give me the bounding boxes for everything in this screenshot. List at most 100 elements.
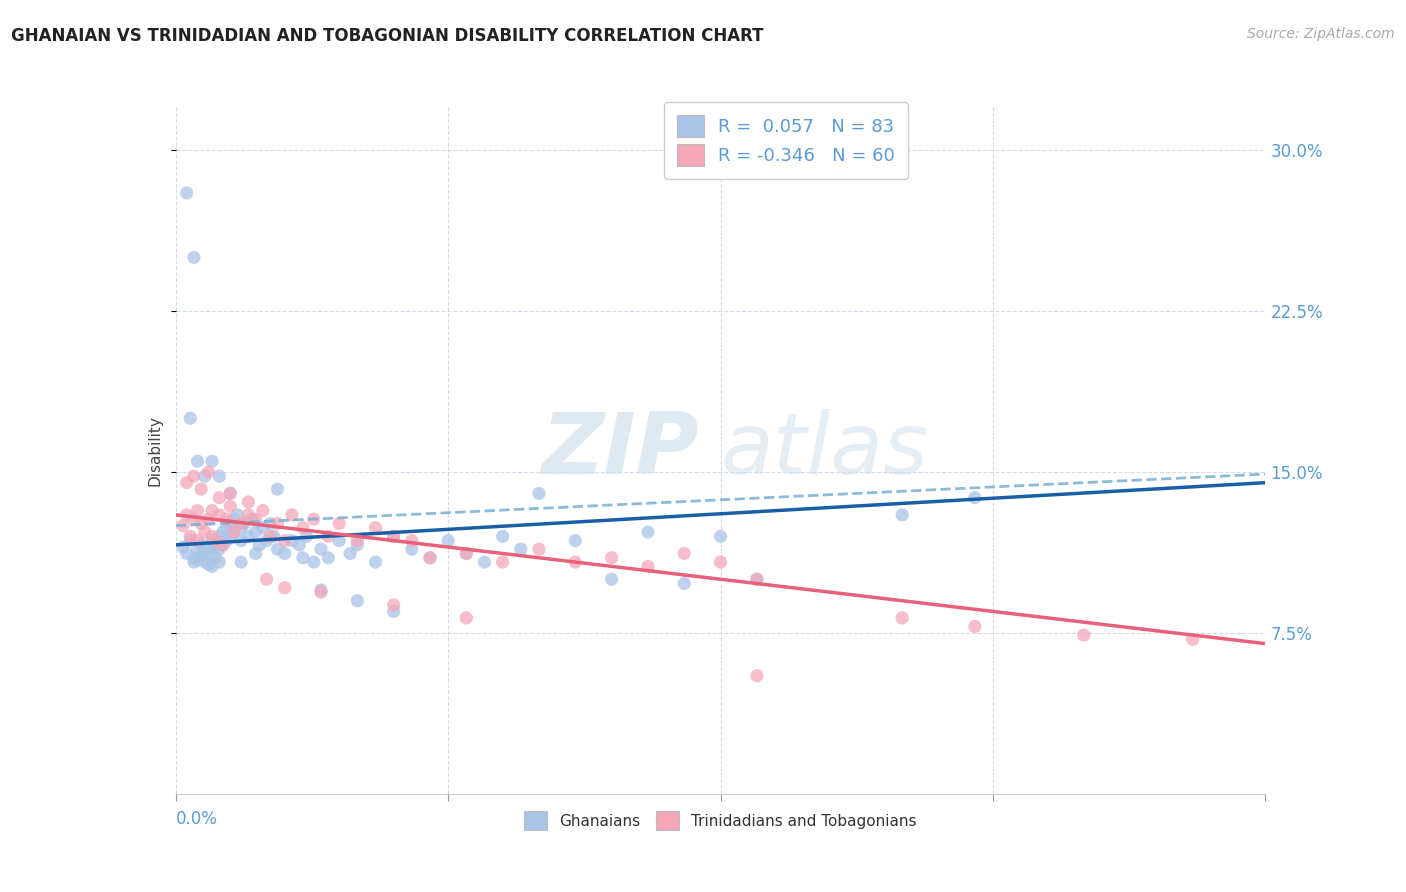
Point bbox=[238, 529, 260, 543]
Point bbox=[233, 516, 256, 531]
Point bbox=[259, 529, 281, 543]
Point bbox=[256, 533, 278, 548]
Point bbox=[564, 533, 586, 548]
Point bbox=[252, 503, 274, 517]
Text: atlas: atlas bbox=[721, 409, 928, 492]
Point bbox=[176, 475, 198, 490]
Point bbox=[194, 524, 217, 539]
Point bbox=[247, 538, 270, 552]
Point bbox=[527, 542, 550, 557]
Point bbox=[197, 558, 219, 572]
Point bbox=[194, 469, 217, 483]
Point bbox=[179, 411, 201, 425]
Point bbox=[226, 508, 249, 522]
Point bbox=[302, 512, 325, 526]
Point bbox=[219, 500, 242, 514]
Point bbox=[339, 546, 361, 561]
Point bbox=[208, 529, 231, 543]
Point bbox=[509, 542, 531, 557]
Point bbox=[204, 538, 226, 552]
Point bbox=[256, 572, 278, 586]
Point bbox=[295, 529, 318, 543]
Point bbox=[637, 559, 659, 574]
Point bbox=[302, 555, 325, 569]
Point bbox=[186, 503, 209, 517]
Point bbox=[212, 538, 235, 552]
Point bbox=[201, 529, 224, 543]
Point bbox=[245, 524, 267, 539]
Point bbox=[190, 482, 212, 496]
Point bbox=[183, 550, 205, 565]
Point bbox=[186, 553, 209, 567]
Point bbox=[231, 555, 253, 569]
Point bbox=[710, 529, 733, 543]
Point bbox=[204, 550, 226, 565]
Point bbox=[328, 516, 350, 531]
Point bbox=[266, 516, 288, 531]
Point bbox=[212, 538, 235, 552]
Point bbox=[219, 486, 242, 500]
Point bbox=[600, 572, 623, 586]
Point bbox=[208, 491, 231, 505]
Point bbox=[673, 576, 696, 591]
Point bbox=[222, 512, 245, 526]
Point bbox=[190, 549, 212, 563]
Point bbox=[346, 533, 368, 548]
Point bbox=[274, 581, 297, 595]
Point bbox=[183, 250, 205, 264]
Point bbox=[231, 516, 253, 531]
Point bbox=[245, 512, 267, 526]
Point bbox=[364, 555, 387, 569]
Point bbox=[456, 546, 478, 561]
Point bbox=[673, 546, 696, 561]
Point bbox=[190, 516, 212, 531]
Text: Source: ZipAtlas.com: Source: ZipAtlas.com bbox=[1247, 27, 1395, 41]
Point bbox=[963, 491, 986, 505]
Point bbox=[212, 524, 235, 539]
Point bbox=[197, 465, 219, 479]
Point bbox=[401, 542, 423, 557]
Point bbox=[201, 454, 224, 468]
Point bbox=[208, 508, 231, 522]
Point bbox=[281, 533, 304, 548]
Point bbox=[492, 555, 515, 569]
Point bbox=[745, 572, 768, 586]
Point bbox=[963, 619, 986, 633]
Point bbox=[266, 542, 288, 557]
Point bbox=[492, 529, 515, 543]
Point bbox=[382, 529, 405, 543]
Point bbox=[172, 540, 194, 554]
Point bbox=[891, 611, 914, 625]
Point bbox=[183, 512, 205, 526]
Text: GHANAIAN VS TRINIDADIAN AND TOBAGONIAN DISABILITY CORRELATION CHART: GHANAIAN VS TRINIDADIAN AND TOBAGONIAN D… bbox=[11, 27, 763, 45]
Point bbox=[252, 521, 274, 535]
Text: 0.0%: 0.0% bbox=[176, 810, 218, 829]
Point bbox=[231, 521, 253, 535]
Point bbox=[309, 585, 332, 599]
Point bbox=[281, 508, 304, 522]
Point bbox=[318, 550, 340, 565]
Point bbox=[222, 524, 245, 539]
Point bbox=[309, 582, 332, 597]
Point bbox=[219, 529, 242, 543]
Point bbox=[745, 669, 768, 683]
Point bbox=[194, 544, 217, 558]
Point bbox=[231, 533, 253, 548]
Point bbox=[219, 516, 242, 531]
Point bbox=[527, 486, 550, 500]
Point bbox=[201, 503, 224, 517]
Point bbox=[219, 486, 242, 500]
Point bbox=[183, 555, 205, 569]
Point bbox=[179, 533, 201, 548]
Point bbox=[176, 546, 198, 561]
Point bbox=[245, 546, 267, 561]
Point bbox=[274, 546, 297, 561]
Point bbox=[745, 572, 768, 586]
Point bbox=[456, 546, 478, 561]
Point bbox=[401, 533, 423, 548]
Legend: Ghanaians, Trinidadians and Tobagonians: Ghanaians, Trinidadians and Tobagonians bbox=[517, 804, 924, 838]
Point bbox=[288, 538, 311, 552]
Point bbox=[240, 512, 263, 526]
Point bbox=[194, 555, 217, 569]
Point bbox=[564, 555, 586, 569]
